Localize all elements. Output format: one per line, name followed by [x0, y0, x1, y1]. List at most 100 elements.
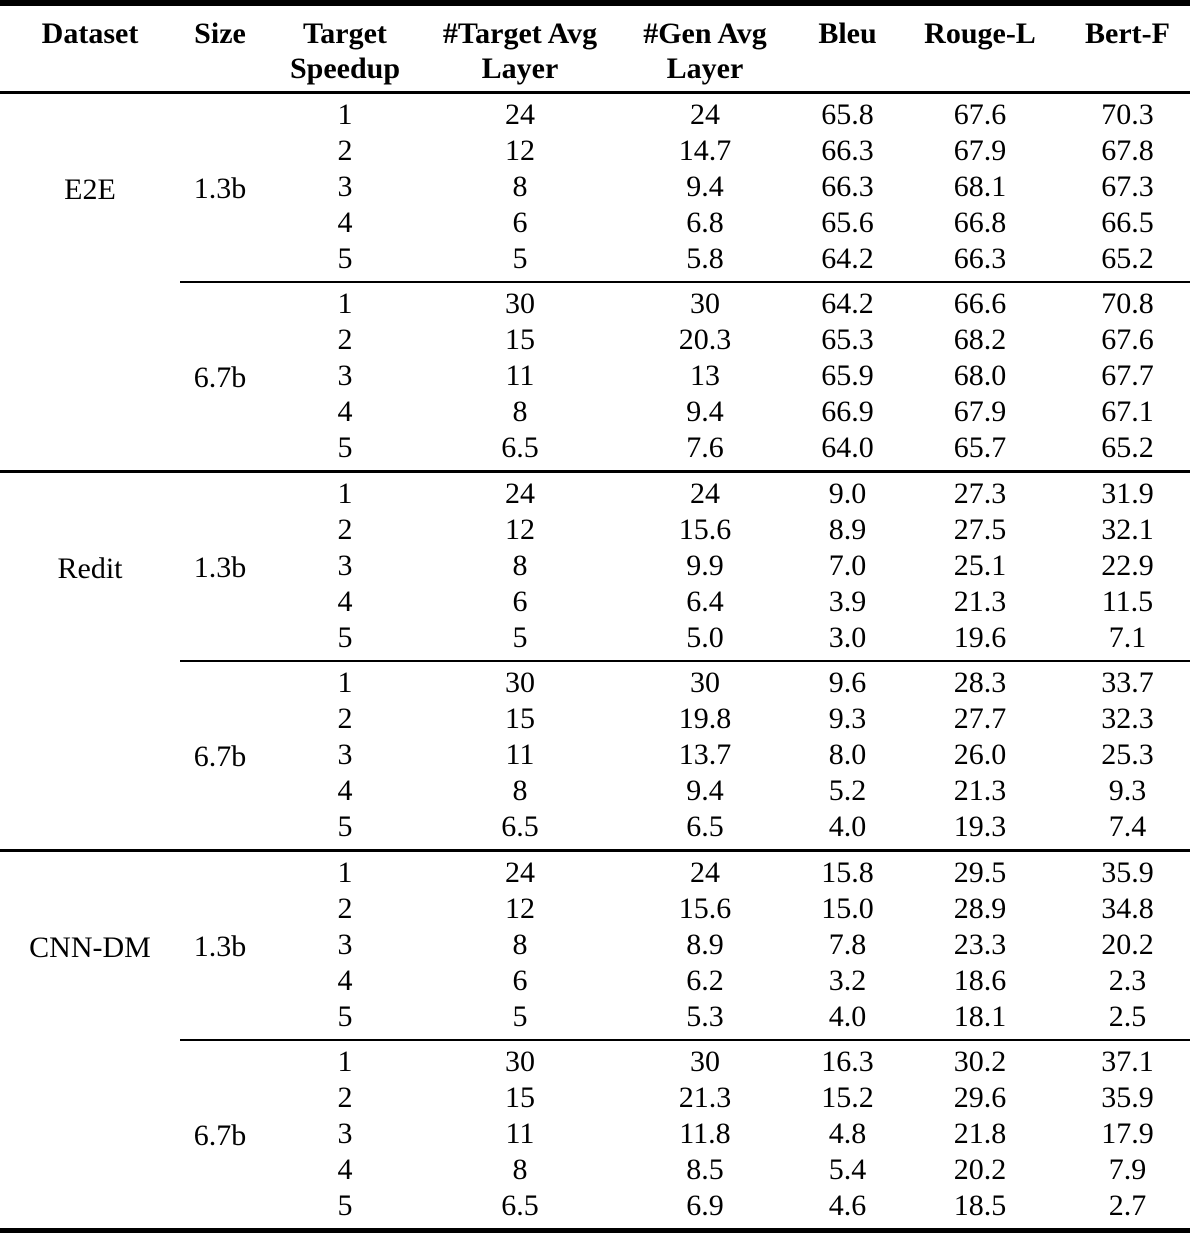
size-label: 6.7b [180, 281, 260, 472]
cell-target-speedup: 5 [337, 810, 353, 843]
cell-bleu: 66.3 [821, 170, 874, 203]
cell-bleu: 9.3 [828, 702, 867, 735]
table-row: 4 6 6.8 65.6 66.8 66.5 [0, 205, 1190, 241]
cell-gen-avg-layer: 6.5 [686, 810, 724, 843]
cell-target-avg-layer: 30 [430, 1039, 610, 1080]
cell-rouge-l: 65.7 [953, 431, 1007, 464]
col-header-target-avg-layer-line1: #Target Avg [442, 17, 598, 50]
cell-bert-f: 35.9 [1101, 1081, 1154, 1114]
cell-target-speedup: 3 [337, 738, 353, 771]
table-row: 5 6.5 6.5 4.0 19.3 7.4 [0, 809, 1190, 851]
cell-gen-avg-layer: 15.6 [678, 892, 732, 925]
cell-target-speedup: 2 [337, 323, 353, 356]
cell-rouge-l: 68.0 [953, 359, 1007, 392]
table-row: Redit 1.3b 1 24 24 9.0 27.3 31.9 [0, 470, 1190, 661]
col-header-bleu-label: Bleu [818, 17, 877, 50]
cell-gen-avg-layer: 8.9 [686, 928, 724, 961]
cell-rouge-l: 28.9 [953, 892, 1007, 925]
cell-bleu: 64.0 [821, 431, 874, 464]
cell-bleu: 15.2 [821, 1081, 874, 1114]
cell-bert-f: 32.1 [1101, 513, 1154, 546]
cell-gen-avg-layer: 11.8 [679, 1117, 731, 1150]
cell-gen-avg-layer: 24 [610, 470, 800, 512]
dataset-label: Redit [0, 470, 180, 661]
cell-target-avg-layer: 11 [505, 1117, 535, 1150]
table-row: 3 8 9.4 66.3 68.1 67.3 [0, 169, 1190, 205]
cell-rouge-l: 21.8 [953, 1117, 1007, 1150]
cell-bert-f: 22.9 [1101, 549, 1154, 582]
cell-target-speedup: 3 [337, 928, 353, 961]
cell-target-speedup: 1 [260, 849, 430, 891]
cell-target-avg-layer: 6 [512, 964, 528, 997]
table-row: 3 11 11.8 4.8 21.8 17.9 [0, 1116, 1190, 1152]
table-row: 5 6.5 7.6 64.0 65.7 65.2 [0, 430, 1190, 472]
cell-rouge-l: 18.5 [953, 1189, 1007, 1222]
table-row: 4 8 9.4 66.9 67.9 67.1 [0, 394, 1190, 430]
cell-bleu: 4.8 [828, 1117, 867, 1150]
cell-target-avg-layer: 30 [430, 660, 610, 701]
table-row: 4 8 9.4 5.2 21.3 9.3 [0, 773, 1190, 809]
dataset-label [0, 1040, 180, 1231]
cell-target-speedup: 1 [337, 98, 353, 131]
cell-bert-f: 17.9 [1101, 1117, 1154, 1150]
cell-rouge-l: 21.3 [953, 774, 1007, 807]
table-group: CNN-DM 1.3b 1 24 24 15.8 29.5 35.9 2 12 15.6 15.0 28… [0, 849, 1190, 1040]
cell-target-speedup: 5 [337, 1189, 353, 1222]
col-header-gen-avg-layer-line1: #Gen Avg [643, 17, 767, 50]
cell-rouge-l: 27.5 [953, 513, 1007, 546]
cell-bleu: 15.8 [800, 849, 895, 891]
cell-gen-avg-layer: 30 [610, 1039, 800, 1080]
cell-target-avg-layer: 24 [430, 470, 610, 512]
cell-gen-avg-layer: 30 [610, 660, 800, 701]
cell-bert-f: 67.8 [1101, 134, 1154, 167]
table-row: 6.7b 1 30 30 9.6 28.3 33.7 [0, 660, 1190, 851]
cell-gen-avg-layer: 6.4 [686, 585, 724, 618]
cell-target-avg-layer: 12 [505, 892, 535, 925]
cell-target-avg-layer: 5 [512, 242, 528, 275]
cell-gen-avg-layer: 24 [610, 849, 800, 891]
cell-gen-avg-layer: 9.4 [686, 170, 724, 203]
table-row: 3 8 8.9 7.8 23.3 20.2 [0, 927, 1190, 963]
cell-target-speedup: 1 [260, 281, 430, 322]
cell-bert-f: 33.7 [1065, 660, 1190, 701]
cell-target-avg-layer: 8 [512, 170, 528, 203]
cell-target-speedup: 1 [260, 1039, 430, 1080]
cell-bleu: 7.0 [828, 549, 867, 582]
cell-target-speedup: 2 [337, 892, 353, 925]
col-header-bert-f-label: Bert-F [1085, 17, 1170, 50]
col-header-target-speedup: Target Speedup [260, 3, 430, 94]
cell-rouge-l: 29.6 [953, 1081, 1007, 1114]
cell-target-avg-layer: 12 [505, 513, 535, 546]
cell-bleu: 9.6 [800, 660, 895, 701]
col-header-target-speedup-line2: Speedup [289, 52, 401, 85]
col-header-target-speedup-line1: Target [303, 17, 387, 50]
table-row: 6.7b 1 30 30 64.2 66.6 70.8 [0, 281, 1190, 472]
cell-target-avg-layer: 6.5 [501, 1189, 539, 1222]
cell-target-speedup: 4 [337, 964, 353, 997]
cell-bert-f: 70.3 [1101, 98, 1154, 131]
cell-bleu: 65.6 [821, 206, 874, 239]
cell-gen-avg-layer: 5.8 [686, 242, 724, 275]
cell-target-speedup: 5 [337, 1000, 353, 1033]
cell-gen-avg-layer: 13 [690, 359, 720, 392]
cell-rouge-l: 67.9 [953, 134, 1007, 167]
cell-target-speedup: 3 [337, 549, 353, 582]
cell-bleu: 65.3 [821, 323, 874, 356]
cell-rouge-l: 19.6 [953, 621, 1007, 654]
cell-bleu: 16.3 [800, 1039, 895, 1080]
cell-rouge-l: 66.6 [895, 281, 1065, 322]
header-row: Dataset Size Target Speedup #Target Avg … [0, 3, 1190, 94]
cell-target-speedup: 3 [337, 1117, 353, 1150]
size-label: 1.3b [180, 470, 260, 661]
table-group: 6.7b 1 30 30 64.2 66.6 70.8 2 15 20.3 65.3 68.2 67.6… [0, 281, 1190, 472]
cell-gen-avg-layer: 13.7 [678, 738, 732, 771]
cell-gen-avg-layer: 9.4 [686, 774, 724, 807]
cell-target-speedup: 4 [337, 395, 353, 428]
cell-bert-f: 67.1 [1101, 395, 1154, 428]
cell-bert-f: 67.6 [1101, 323, 1154, 356]
table-group: 6.7b 1 30 30 16.3 30.2 37.1 2 15 21.3 15.2 29.6 35.9… [0, 1039, 1190, 1231]
col-header-dataset-label: Dataset [41, 17, 139, 50]
cell-target-avg-layer: 8 [512, 774, 528, 807]
cell-rouge-l: 29.5 [895, 849, 1065, 891]
cell-bert-f: 65.2 [1101, 242, 1154, 275]
